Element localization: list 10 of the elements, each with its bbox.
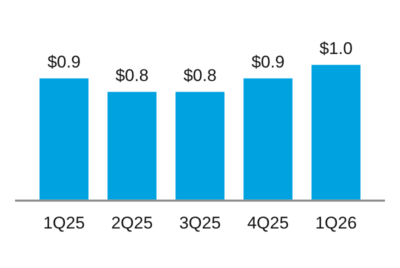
data-label: $0.8 xyxy=(183,66,217,86)
x-tick-label: 1Q26 xyxy=(315,213,357,232)
data-label: $1.0 xyxy=(319,39,353,58)
data-label: $0.9 xyxy=(251,52,285,72)
x-tick-label: 4Q25 xyxy=(247,213,289,232)
x-tick-label: 1Q25 xyxy=(43,213,85,232)
data-label: $0.8 xyxy=(115,66,149,86)
data-label: $0.9 xyxy=(47,52,81,72)
x-tick-label: 2Q25 xyxy=(111,213,153,232)
x-tick-label: 3Q25 xyxy=(179,213,221,232)
